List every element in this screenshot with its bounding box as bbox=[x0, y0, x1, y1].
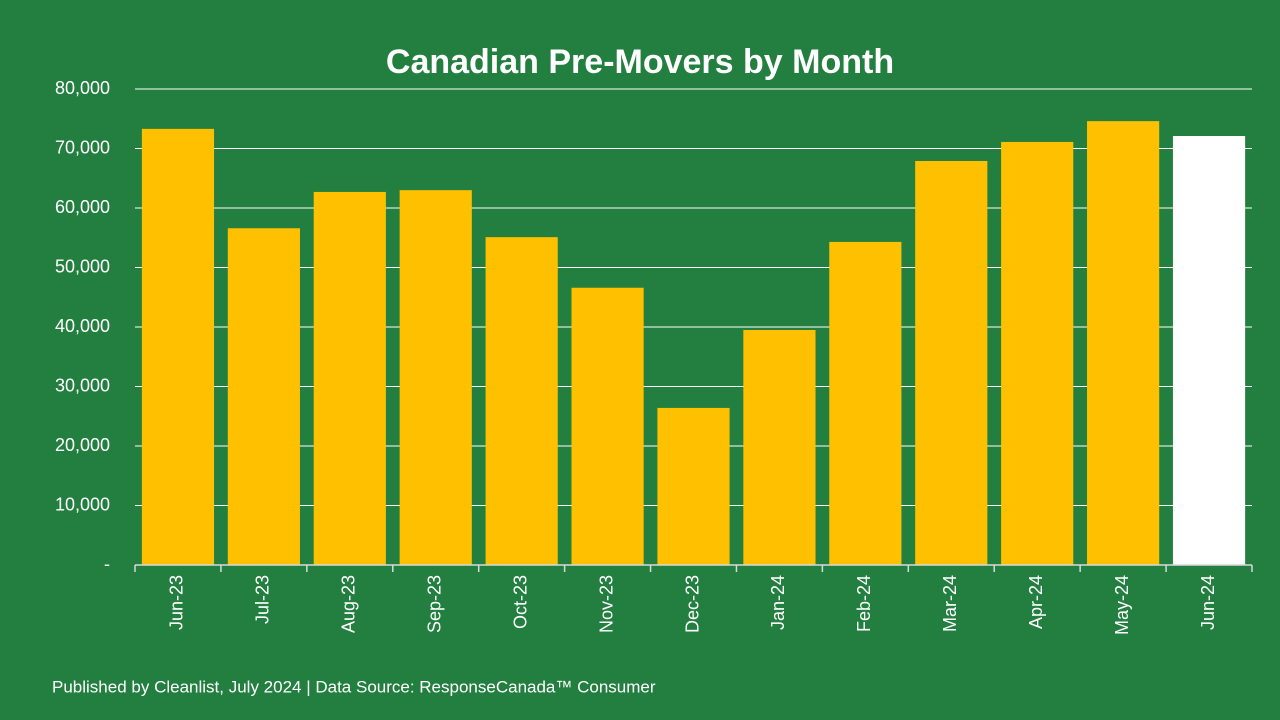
x-tick-label: May-24 bbox=[1112, 575, 1132, 635]
y-tick-label: 50,000 bbox=[55, 256, 110, 276]
x-tick-label: Jun-24 bbox=[1198, 575, 1218, 630]
y-tick-label: 20,000 bbox=[55, 435, 110, 455]
bar bbox=[227, 228, 300, 566]
x-tick-label: Jun-23 bbox=[167, 575, 187, 630]
chart-title: Canadian Pre-Movers by Month bbox=[386, 43, 894, 81]
bar bbox=[485, 237, 558, 565]
y-tick-label: 10,000 bbox=[55, 494, 110, 514]
bar bbox=[743, 329, 816, 565]
x-tick-label: Feb-24 bbox=[854, 575, 874, 632]
x-tick-label: Aug-23 bbox=[339, 575, 359, 633]
y-tick-label: 70,000 bbox=[55, 137, 110, 157]
bar bbox=[1172, 136, 1246, 565]
x-tick-label: Mar-24 bbox=[940, 575, 960, 632]
bar bbox=[313, 191, 386, 565]
x-tick-label: Jan-24 bbox=[768, 575, 788, 630]
y-tick-label: - bbox=[104, 554, 110, 574]
y-tick-label: 80,000 bbox=[55, 78, 110, 98]
y-tick-label: 60,000 bbox=[55, 197, 110, 217]
bar bbox=[829, 241, 902, 566]
bar bbox=[1087, 121, 1160, 565]
x-tick-label: Nov-23 bbox=[596, 575, 616, 633]
x-tick-label: Jul-23 bbox=[253, 575, 273, 624]
y-tick-label: 30,000 bbox=[55, 375, 110, 395]
x-tick-label: Apr-24 bbox=[1026, 575, 1046, 629]
bar bbox=[915, 160, 988, 565]
x-tick-label: Sep-23 bbox=[424, 575, 444, 633]
bar bbox=[399, 190, 472, 565]
footer: Published by Cleanlist, July 2024 | Data… bbox=[52, 677, 656, 696]
bar bbox=[657, 407, 730, 565]
x-tick-label: Oct-23 bbox=[510, 575, 530, 629]
x-tick-label: Dec-23 bbox=[682, 575, 702, 633]
y-tick-label: 40,000 bbox=[55, 316, 110, 336]
bar bbox=[1001, 141, 1074, 565]
bar bbox=[141, 128, 215, 566]
bar bbox=[571, 287, 644, 565]
